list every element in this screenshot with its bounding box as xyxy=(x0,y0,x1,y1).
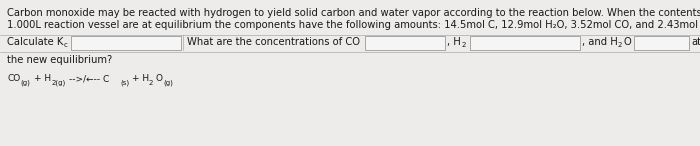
Text: Calculate K: Calculate K xyxy=(7,37,64,47)
Text: 1.000L reaction vessel are at equilibrium the components have the following amou: 1.000L reaction vessel are at equilibriu… xyxy=(7,20,700,30)
Text: (s): (s) xyxy=(120,80,129,86)
Text: c: c xyxy=(64,42,68,48)
Text: O: O xyxy=(155,74,162,83)
Text: CO: CO xyxy=(7,74,20,83)
Text: , and H: , and H xyxy=(582,37,617,47)
FancyBboxPatch shape xyxy=(470,36,580,50)
Text: 2: 2 xyxy=(462,42,466,48)
Text: the new equilibrium?: the new equilibrium? xyxy=(7,55,112,65)
Text: -->/←-- C: -->/←-- C xyxy=(69,74,109,83)
Text: What are the concentrations of CO: What are the concentrations of CO xyxy=(187,37,360,47)
Text: O: O xyxy=(624,37,631,47)
Text: 2: 2 xyxy=(618,42,622,48)
Text: 2(g): 2(g) xyxy=(52,80,66,86)
Text: , H: , H xyxy=(447,37,461,47)
Text: (g): (g) xyxy=(163,80,173,86)
Text: 2: 2 xyxy=(149,80,153,86)
Text: (g): (g) xyxy=(20,80,30,86)
Text: + H: + H xyxy=(132,74,149,83)
Text: at: at xyxy=(691,37,700,47)
FancyBboxPatch shape xyxy=(365,36,445,50)
FancyBboxPatch shape xyxy=(71,36,181,50)
FancyBboxPatch shape xyxy=(634,36,689,50)
Text: Carbon monoxide may be reacted with hydrogen to yield solid carbon and water vap: Carbon monoxide may be reacted with hydr… xyxy=(7,8,700,18)
Text: + H: + H xyxy=(34,74,51,83)
